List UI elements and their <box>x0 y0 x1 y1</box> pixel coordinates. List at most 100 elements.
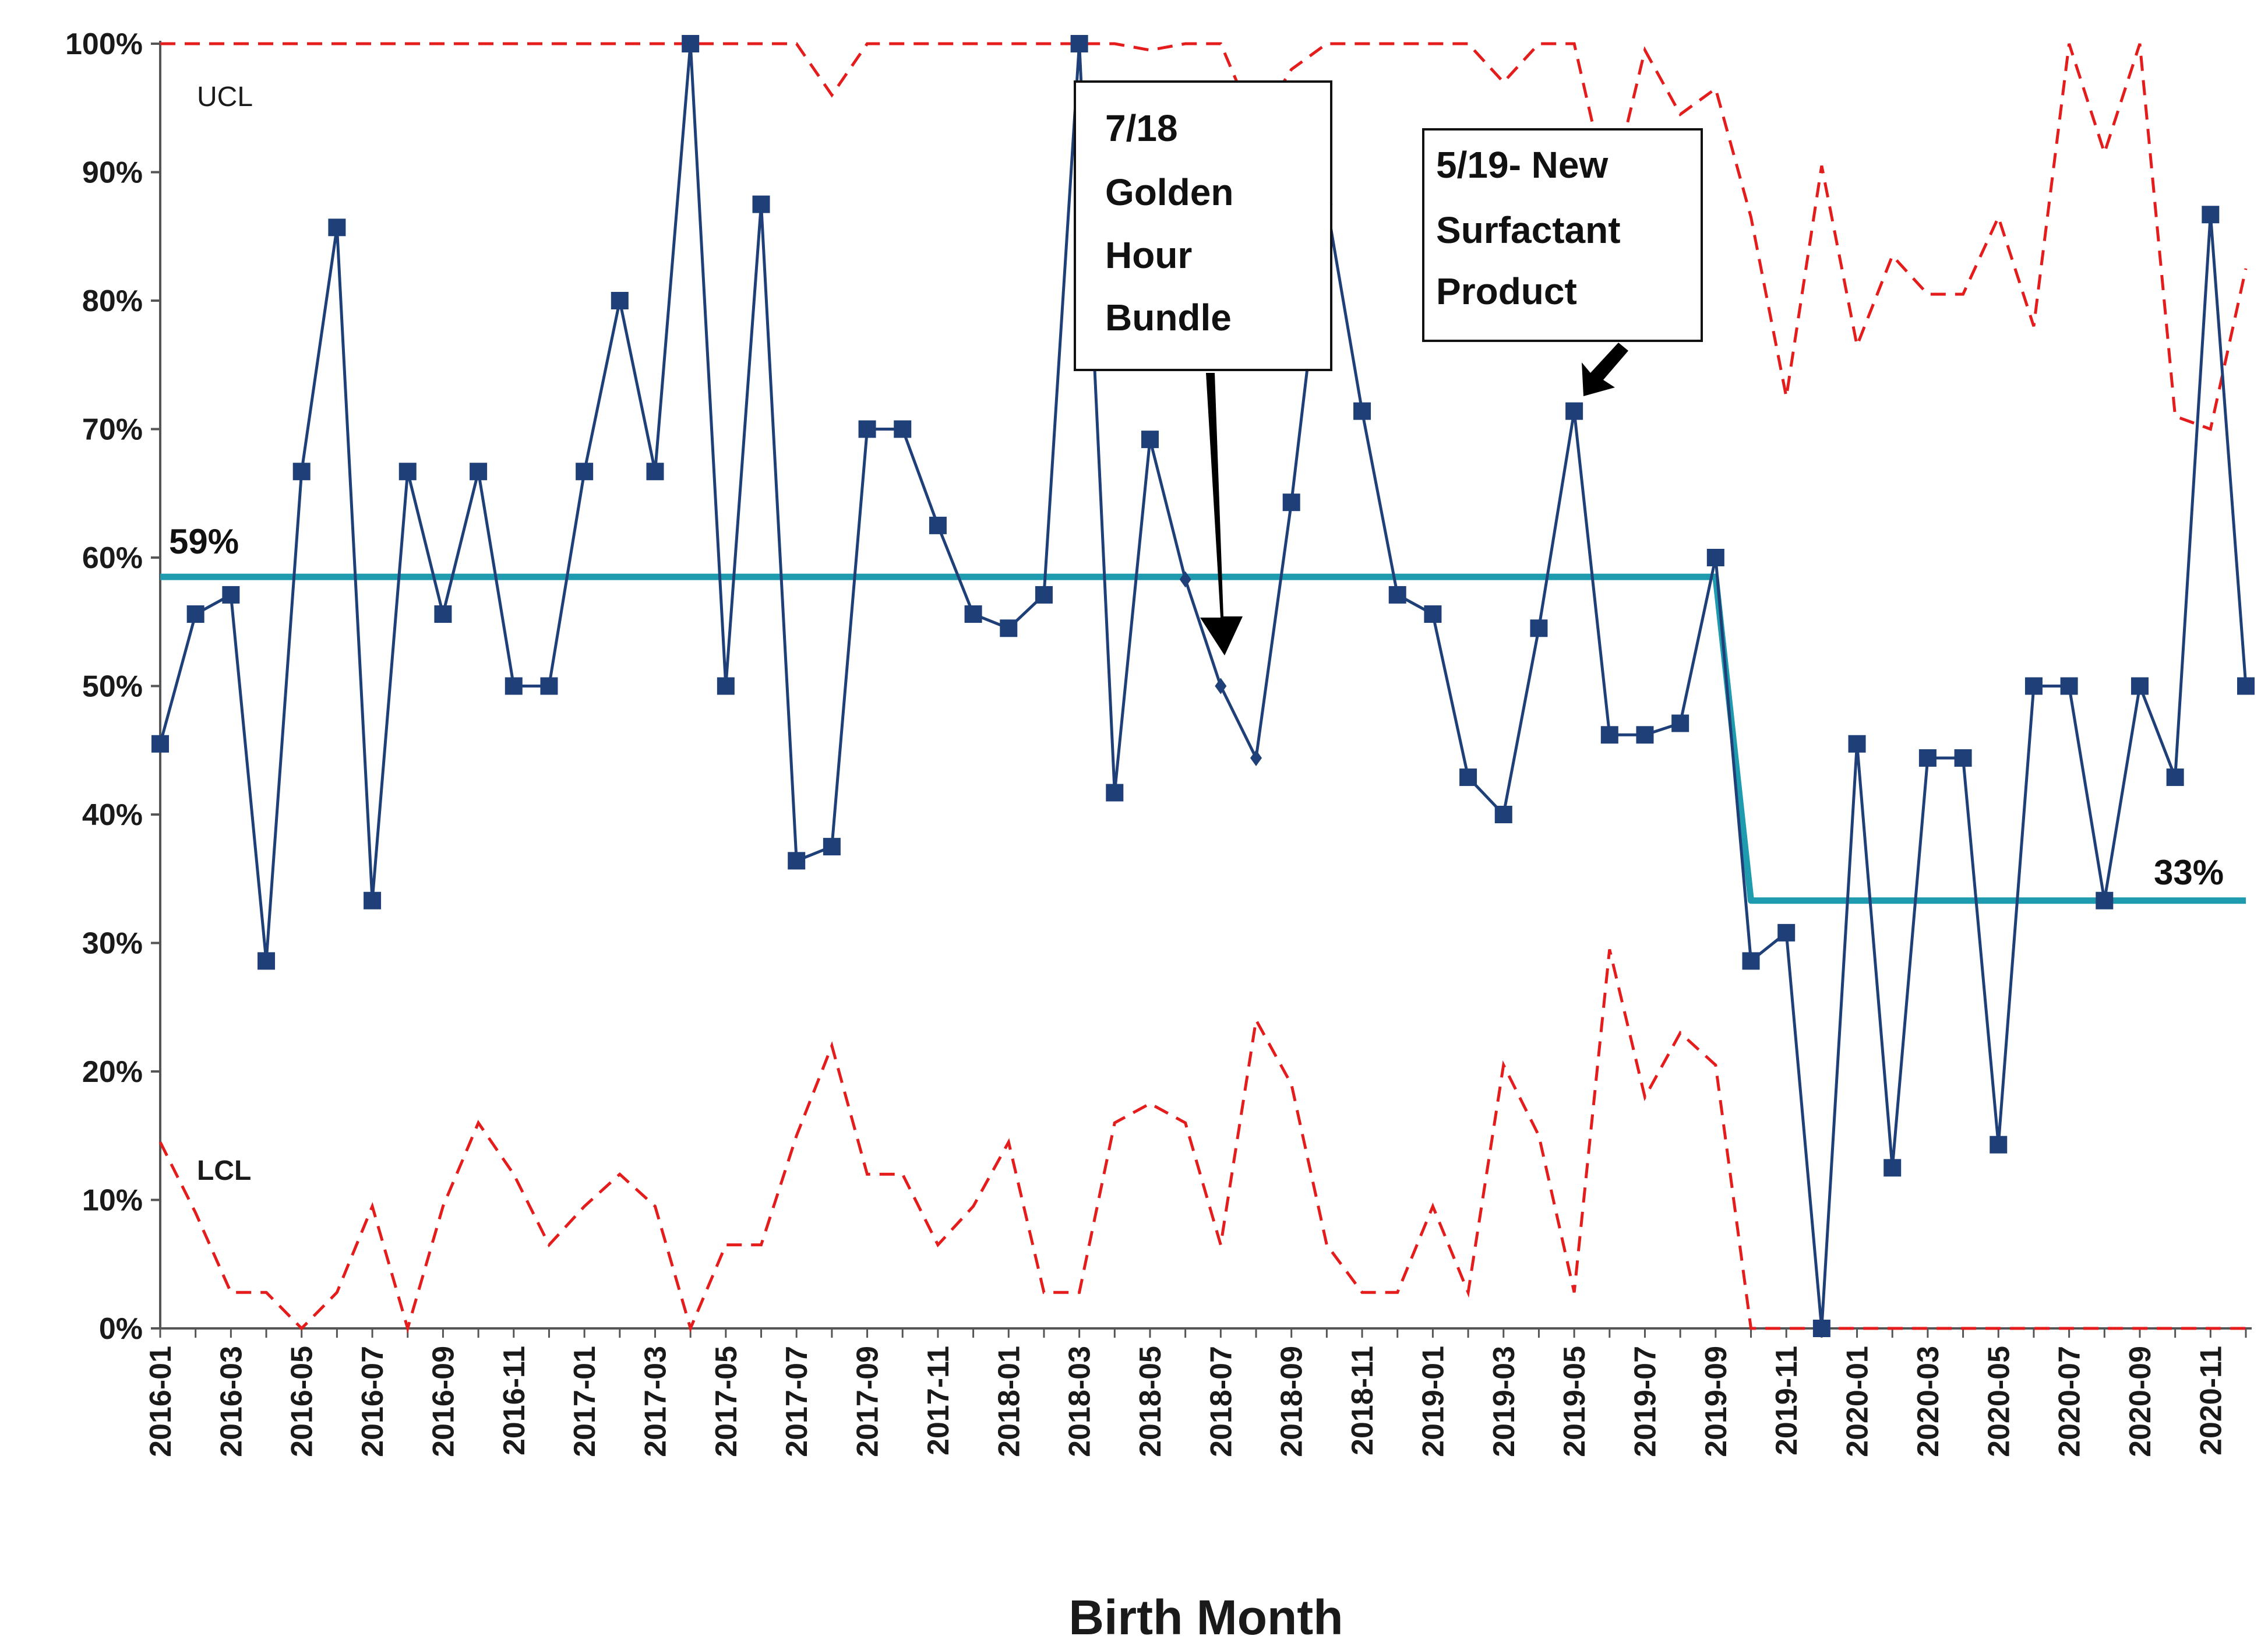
annotation-surfactant: 5/19- New Surfactant Product <box>1422 128 1703 396</box>
data-point <box>151 735 169 753</box>
annotation-surfactant-line-3: Product <box>1436 270 1577 312</box>
data-point <box>823 838 841 856</box>
data-point <box>1918 749 1937 767</box>
data-point <box>2096 891 2114 909</box>
proportion-series-line <box>158 43 2248 1329</box>
data-point-diamond <box>1250 749 1262 766</box>
data-point <box>1070 35 1088 52</box>
x-tick-label: 2016-09 <box>426 1346 460 1457</box>
x-tick-label: 2020-05 <box>1982 1346 2016 1457</box>
data-point <box>894 420 912 438</box>
y-tick-label: 30% <box>82 927 143 961</box>
data-point <box>540 677 558 695</box>
x-tick-label: 2020-07 <box>2053 1346 2087 1457</box>
data-point <box>2131 677 2149 695</box>
data-point <box>1459 768 1477 787</box>
annotation-golden-hour-line-3: Hour <box>1105 234 1192 276</box>
data-point <box>1600 726 1618 744</box>
x-tick-label: 2019-05 <box>1558 1346 1592 1457</box>
data-point-diamond <box>1215 678 1227 694</box>
annotation-surfactant-line-1: 5/19- New <box>1436 144 1608 186</box>
y-axis-ticks: 0% 10% 20% 30% 40% 50% 60% 70% 80% 90% 100% <box>65 27 160 1346</box>
data-point <box>858 420 876 438</box>
x-tick-label: 2019-09 <box>1699 1346 1733 1457</box>
x-tick-label: 2018-11 <box>1346 1346 1380 1455</box>
data-point <box>505 677 523 695</box>
data-point <box>1883 1159 1902 1177</box>
annotation-golden-hour: 7/18 Golden Hour Bundle <box>1074 80 1332 655</box>
data-point <box>364 891 382 909</box>
data-point <box>1388 586 1406 604</box>
data-point <box>2202 206 2220 224</box>
data-point <box>788 852 806 870</box>
annotation-golden-hour-line-2: Golden <box>1105 171 1233 213</box>
data-point <box>1671 714 1689 732</box>
x-tick-label: 2017-03 <box>639 1346 672 1457</box>
x-tick-label: 2018-05 <box>1134 1346 1167 1457</box>
data-point <box>292 463 311 481</box>
annotation-golden-hour-arrow <box>1200 373 1243 655</box>
x-tick-label: 2017-11 <box>922 1346 955 1455</box>
data-point <box>717 677 735 695</box>
lcl-label: LCL <box>197 1155 251 1186</box>
y-tick-label: 70% <box>82 413 143 447</box>
y-tick-label: 10% <box>82 1184 143 1218</box>
ucl-label: UCL <box>197 82 253 112</box>
data-point <box>222 586 240 604</box>
data-point-diamond <box>1179 571 1191 588</box>
y-tick-label: 90% <box>82 156 143 190</box>
x-tick-label: 2019-07 <box>1628 1346 1662 1457</box>
x-tick-label: 2016-11 <box>498 1346 531 1455</box>
data-point <box>2166 768 2184 787</box>
data-point <box>1777 923 1796 942</box>
data-point <box>1035 586 1053 604</box>
x-tick-label: 2019-01 <box>1416 1346 1450 1457</box>
annotation-golden-hour-line-4: Bundle <box>1105 297 1232 339</box>
data-point <box>2024 677 2043 695</box>
data-point <box>398 463 417 481</box>
center-line-label-before: 59% <box>169 522 239 561</box>
center-line-label-after: 33% <box>2154 853 2224 892</box>
data-point <box>2237 677 2255 695</box>
y-tick-label: 0% <box>99 1312 143 1346</box>
x-tick-label: 2016-07 <box>356 1346 390 1457</box>
data-point <box>1636 726 1654 744</box>
ucl-line <box>160 42 2248 431</box>
proportion-line <box>158 43 2248 1329</box>
data-point <box>964 605 982 623</box>
annotation-golden-hour-box <box>1074 80 1332 371</box>
lcl-line <box>158 949 2246 1334</box>
proportion-series-markers <box>151 35 2255 1337</box>
x-tick-label: 2018-09 <box>1275 1346 1309 1457</box>
data-point <box>328 218 346 237</box>
x-axis-ticks: 2016-01 2016-03 2016-05 2016-07 2016-09 2016-… <box>144 1328 2247 1457</box>
x-tick-label: 2016-01 <box>144 1346 178 1457</box>
x-tick-label: 2018-01 <box>992 1346 1026 1457</box>
x-tick-label: 2016-05 <box>285 1346 319 1457</box>
data-point <box>1742 952 1760 970</box>
data-point <box>186 605 204 623</box>
data-point <box>929 516 947 534</box>
x-tick-label: 2016-03 <box>214 1346 248 1457</box>
annotation-surfactant-line-2: Surfactant <box>1436 209 1621 251</box>
data-point <box>752 195 770 213</box>
x-tick-label: 2019-11 <box>1770 1346 1804 1455</box>
annotation-surfactant-box <box>1422 128 1703 342</box>
x-tick-label: 2019-03 <box>1487 1346 1521 1457</box>
x-tick-label: 2017-05 <box>710 1346 743 1457</box>
y-tick-label: 20% <box>82 1055 143 1089</box>
data-point <box>1282 493 1300 512</box>
data-point <box>1812 1320 1830 1337</box>
y-tick-label: 60% <box>82 541 143 575</box>
lcl-series <box>158 949 2246 1334</box>
x-tick-label: 2020-09 <box>2124 1346 2157 1457</box>
data-point <box>1141 431 1159 449</box>
data-point <box>682 35 700 52</box>
y-tick-label: 80% <box>82 284 143 318</box>
ucl-series <box>160 42 2248 431</box>
x-tick-label: 2017-09 <box>851 1346 885 1457</box>
x-tick-label: 2018-07 <box>1204 1346 1238 1457</box>
data-point <box>611 292 629 309</box>
x-tick-label: 2018-03 <box>1063 1346 1097 1457</box>
